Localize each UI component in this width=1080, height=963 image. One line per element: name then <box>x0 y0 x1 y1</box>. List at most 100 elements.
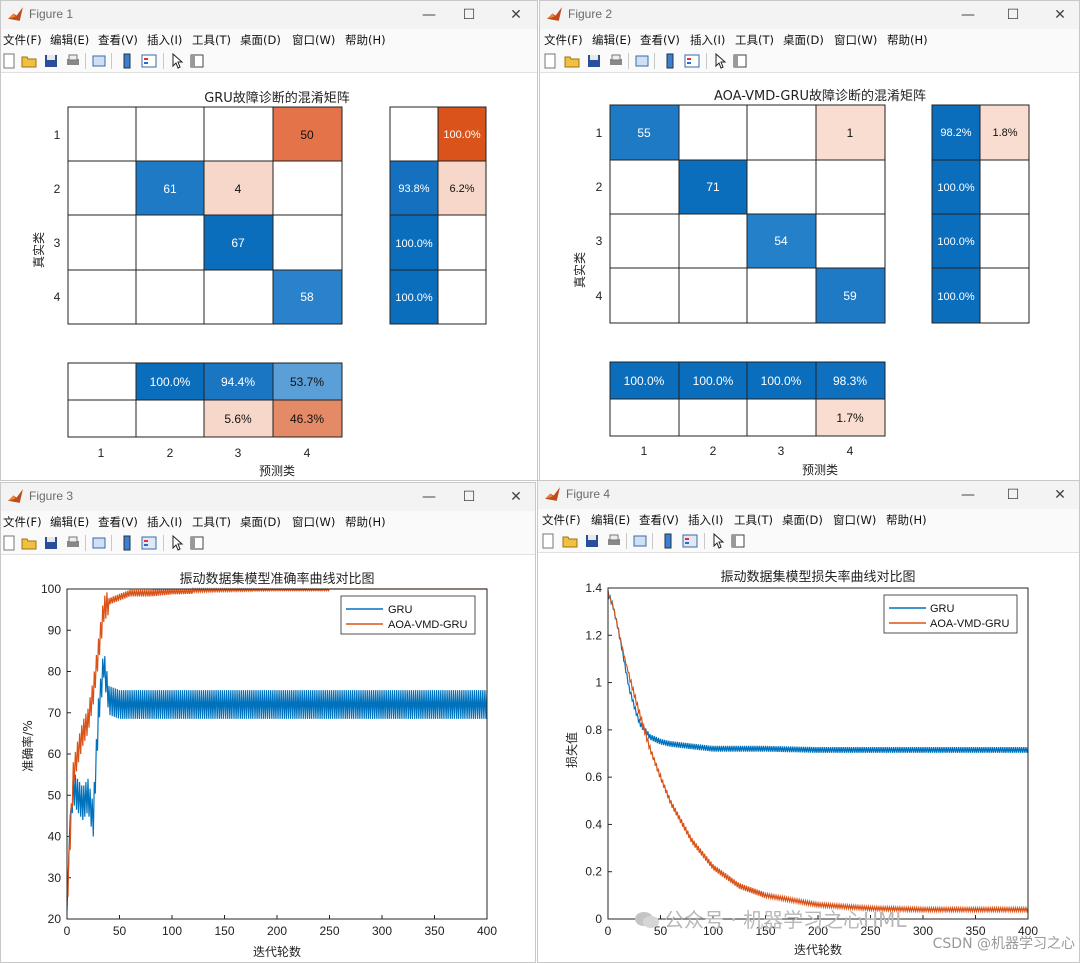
minimize-button[interactable]: — <box>961 7 975 23</box>
x-tick-label: 200 <box>808 924 828 938</box>
menu-tools[interactable]: 工具(T) <box>735 33 774 47</box>
menu-help[interactable]: 帮助(H) <box>887 33 928 47</box>
minimize-button[interactable]: — <box>961 487 975 503</box>
menu-tools[interactable]: 工具(T) <box>734 513 773 527</box>
open-folder-icon[interactable] <box>564 53 580 69</box>
close-button[interactable]: ✕ <box>1054 487 1066 503</box>
close-button[interactable]: ✕ <box>1054 7 1066 23</box>
new-file-icon[interactable] <box>1 535 17 551</box>
matrix-cell <box>68 270 136 324</box>
menu-desktop[interactable]: 桌面(D) <box>240 515 281 529</box>
legend-icon[interactable] <box>684 53 700 69</box>
matrix-cell <box>136 270 204 324</box>
matrix-cell <box>273 270 342 324</box>
y-tick-label: 40 <box>48 830 62 844</box>
menu-insert[interactable]: 插入(I) <box>147 515 183 529</box>
menu-help[interactable]: 帮助(H) <box>345 33 386 47</box>
print-icon[interactable] <box>606 533 622 549</box>
pointer-icon[interactable] <box>169 53 185 69</box>
colorbar-icon[interactable] <box>662 53 678 69</box>
link-plot-icon[interactable] <box>632 533 648 549</box>
menu-insert[interactable]: 插入(I) <box>688 513 724 527</box>
minimize-button[interactable]: — <box>422 489 436 505</box>
menu-desktop[interactable]: 桌面(D) <box>783 33 824 47</box>
menu-edit[interactable]: 编辑(E) <box>592 33 632 47</box>
pointer-icon[interactable] <box>710 533 726 549</box>
link-plot-icon[interactable] <box>634 53 650 69</box>
menu-edit[interactable]: 编辑(E) <box>50 33 90 47</box>
close-button[interactable]: ✕ <box>510 489 522 505</box>
series-line-aoa-vmd-gru <box>66 586 487 898</box>
legend-icon[interactable] <box>682 533 698 549</box>
save-icon[interactable] <box>586 53 602 69</box>
menu-window[interactable]: 窗口(W) <box>292 515 336 529</box>
property-editor-icon[interactable] <box>732 53 748 69</box>
link-plot-icon[interactable] <box>91 535 107 551</box>
menu-edit[interactable]: 编辑(E) <box>591 513 631 527</box>
colorbar-icon[interactable] <box>660 533 676 549</box>
legend-label: AOA-VMD-GRU <box>930 618 1010 630</box>
menu-window[interactable]: 窗口(W) <box>834 33 878 47</box>
matlab-logo-icon <box>8 7 23 21</box>
menu-view[interactable]: 查看(V) <box>98 33 138 47</box>
x-tick-label: 150 <box>755 924 775 938</box>
menu-window[interactable]: 窗口(W) <box>833 513 877 527</box>
save-icon[interactable] <box>43 535 59 551</box>
menu-file[interactable]: 文件(F) <box>3 33 42 47</box>
menu-file[interactable]: 文件(F) <box>544 33 583 47</box>
menu-desktop[interactable]: 桌面(D) <box>240 33 281 47</box>
x-tick-label: 250 <box>860 924 880 938</box>
menu-edit[interactable]: 编辑(E) <box>50 515 90 529</box>
pointer-icon[interactable] <box>712 53 728 69</box>
summary-cell <box>273 363 342 400</box>
new-file-icon[interactable] <box>542 53 558 69</box>
maximize-button[interactable]: ☐ <box>1006 7 1020 23</box>
open-folder-icon[interactable] <box>21 53 37 69</box>
open-folder-icon[interactable] <box>562 533 578 549</box>
property-editor-icon[interactable] <box>189 53 205 69</box>
link-plot-icon[interactable] <box>91 53 107 69</box>
summary-cell <box>679 399 747 436</box>
row-label: 2 <box>596 180 603 194</box>
summary-cell <box>610 399 679 436</box>
menu-insert[interactable]: 插入(I) <box>690 33 726 47</box>
save-icon[interactable] <box>43 53 59 69</box>
menu-help[interactable]: 帮助(H) <box>345 515 386 529</box>
menu-tools[interactable]: 工具(T) <box>192 33 231 47</box>
property-editor-icon[interactable] <box>730 533 746 549</box>
menu-view[interactable]: 查看(V) <box>98 515 138 529</box>
colorbar-icon[interactable] <box>119 535 135 551</box>
menu-view[interactable]: 查看(V) <box>639 513 679 527</box>
menu-insert[interactable]: 插入(I) <box>147 33 183 47</box>
new-file-icon[interactable] <box>540 533 556 549</box>
minimize-button[interactable]: — <box>422 7 436 23</box>
summary-value: 100.0% <box>395 238 433 250</box>
legend-icon[interactable] <box>141 53 157 69</box>
menu-file[interactable]: 文件(F) <box>542 513 581 527</box>
pointer-icon[interactable] <box>169 535 185 551</box>
summary-cell <box>204 363 273 400</box>
menu-window[interactable]: 窗口(W) <box>292 33 336 47</box>
maximize-button[interactable]: ☐ <box>462 489 476 505</box>
new-file-icon[interactable] <box>1 53 17 69</box>
legend-icon[interactable] <box>141 535 157 551</box>
print-icon[interactable] <box>65 53 81 69</box>
x-tick-label: 350 <box>424 924 444 938</box>
menu-file[interactable]: 文件(F) <box>3 515 42 529</box>
menu-help[interactable]: 帮助(H) <box>886 513 927 527</box>
print-icon[interactable] <box>65 535 81 551</box>
colorbar-icon[interactable] <box>119 53 135 69</box>
close-button[interactable]: ✕ <box>510 7 522 23</box>
matrix-cell <box>747 105 816 160</box>
menu-desktop[interactable]: 桌面(D) <box>782 513 823 527</box>
save-icon[interactable] <box>584 533 600 549</box>
menu-view[interactable]: 查看(V) <box>640 33 680 47</box>
summary-cell <box>204 400 273 437</box>
open-folder-icon[interactable] <box>21 535 37 551</box>
matrix-cell <box>204 270 273 324</box>
maximize-button[interactable]: ☐ <box>462 7 476 23</box>
property-editor-icon[interactable] <box>189 535 205 551</box>
menu-tools[interactable]: 工具(T) <box>192 515 231 529</box>
print-icon[interactable] <box>608 53 624 69</box>
maximize-button[interactable]: ☐ <box>1006 487 1020 503</box>
